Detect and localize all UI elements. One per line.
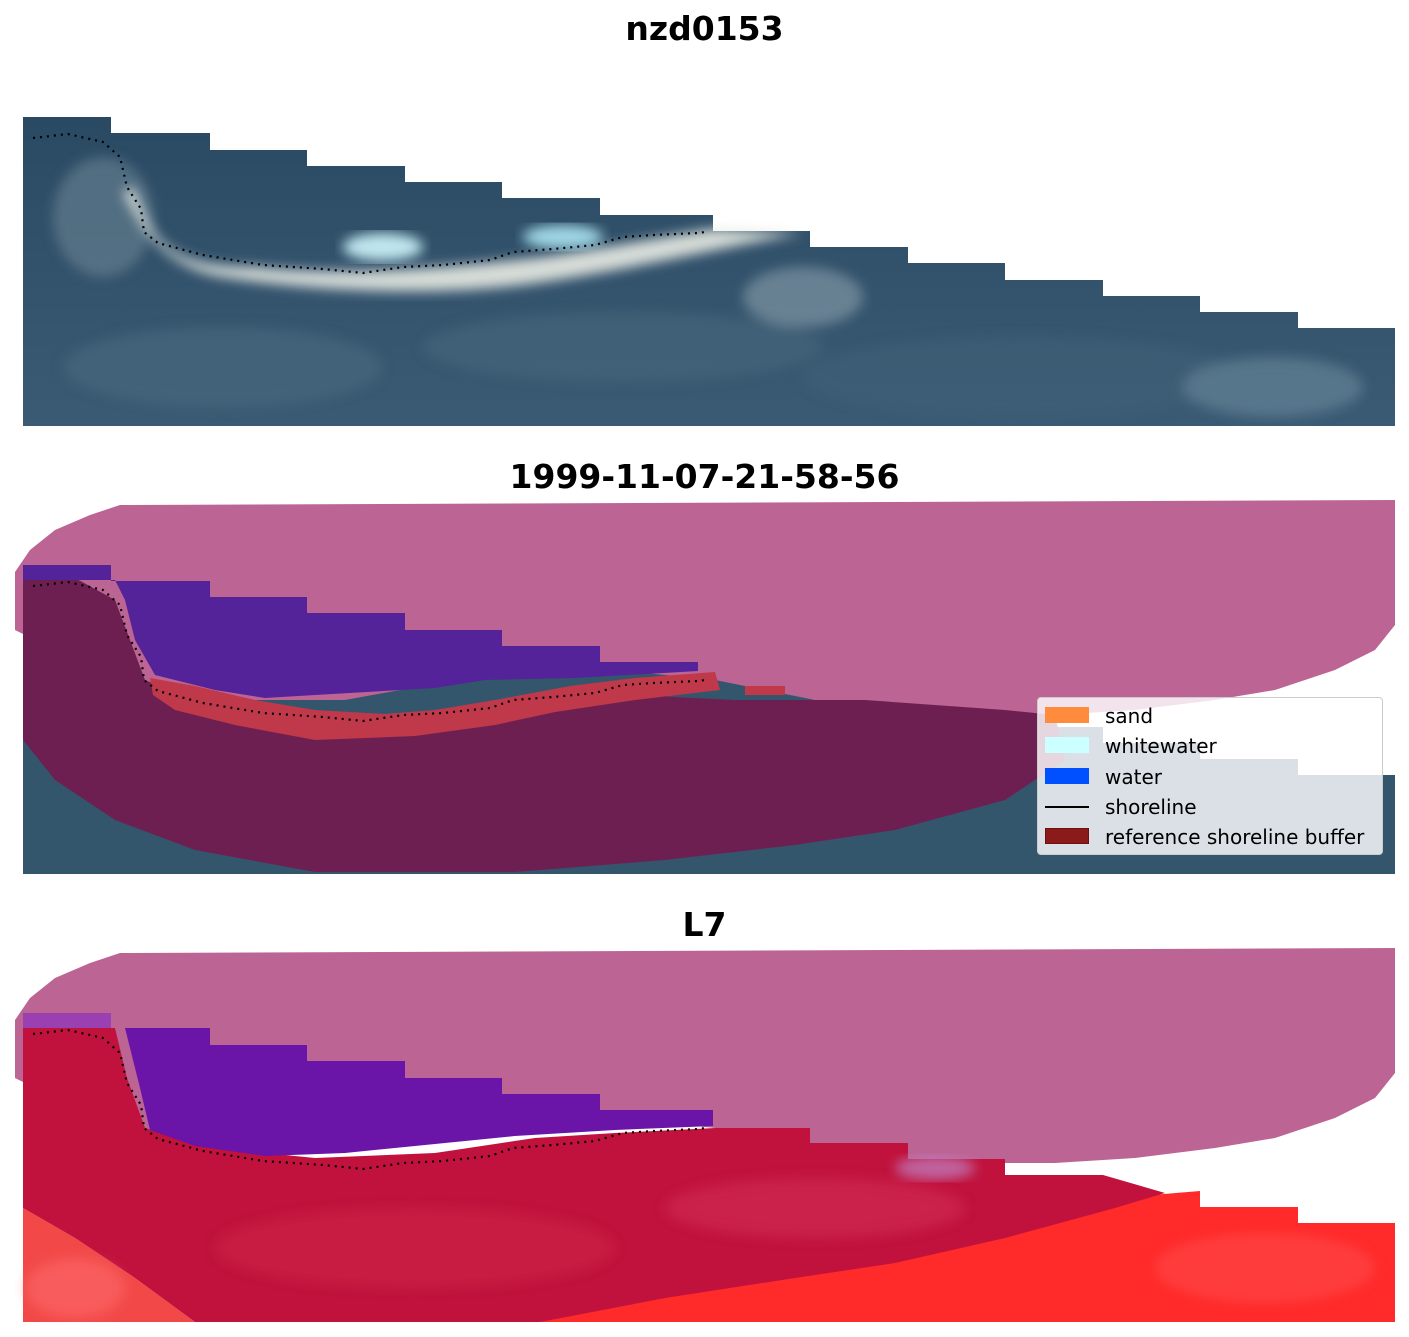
water-class [23, 565, 698, 698]
legend-label-water: water [1105, 765, 1162, 789]
legend-swatch-whitewater [1045, 737, 1089, 753]
legend-label-shoreline: shoreline [1105, 795, 1197, 819]
index-image [15, 948, 1395, 1322]
legend-label-buffer: reference shoreline buffer [1105, 825, 1365, 849]
satellite-image-panel [23, 117, 1395, 426]
legend-item-sand: sand [1045, 704, 1379, 728]
panel-title-3: L7 [682, 905, 727, 944]
legend-swatch-water [1045, 768, 1089, 784]
index-panel [15, 948, 1395, 1322]
purple-index-region [125, 1028, 713, 1156]
legend-item-water: water [1045, 765, 1379, 789]
legend-label-whitewater: whitewater [1105, 734, 1217, 758]
shoreline-line [32, 580, 706, 723]
sand-class [150, 672, 720, 740]
legend-swatch-shoreline [1045, 806, 1089, 808]
shoreline-line [32, 132, 706, 275]
legend-item-buffer: reference shoreline buffer [1045, 825, 1379, 849]
legend-swatch-sand [1045, 707, 1089, 723]
panel-title-2: 1999-11-07-21-58-56 [509, 457, 900, 496]
legend-item-whitewater: whitewater [1045, 734, 1379, 758]
legend-label-sand: sand [1105, 704, 1154, 728]
legend: sand whitewater water shoreline referenc… [1037, 697, 1383, 855]
legend-item-shoreline: shoreline [1045, 795, 1379, 819]
satellite-image [23, 117, 1395, 426]
land-overlay [23, 578, 1065, 872]
panel-title-1: nzd0153 [625, 9, 784, 48]
shoreline-line [32, 1028, 706, 1171]
legend-swatch-buffer [1045, 828, 1089, 844]
